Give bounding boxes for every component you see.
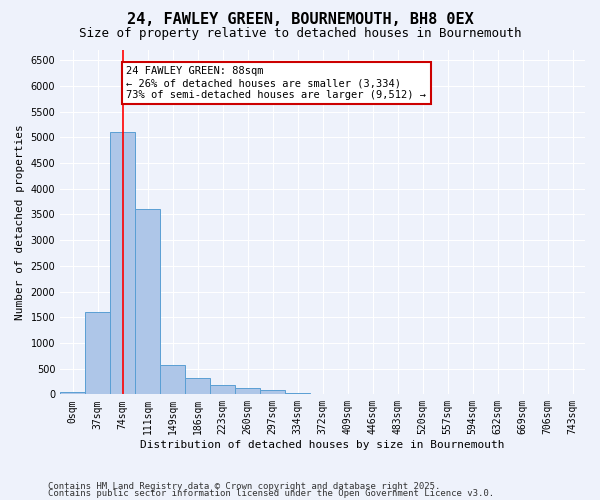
Text: Contains HM Land Registry data © Crown copyright and database right 2025.: Contains HM Land Registry data © Crown c… [48,482,440,491]
Text: 24, FAWLEY GREEN, BOURNEMOUTH, BH8 0EX: 24, FAWLEY GREEN, BOURNEMOUTH, BH8 0EX [127,12,473,28]
Bar [185,378,210,394]
Bar [85,312,110,394]
Bar [60,392,85,394]
Bar [235,388,260,394]
Y-axis label: Number of detached properties: Number of detached properties [15,124,25,320]
Bar [260,390,285,394]
Bar [135,210,160,394]
Bar [110,132,135,394]
Text: Contains public sector information licensed under the Open Government Licence v3: Contains public sector information licen… [48,490,494,498]
X-axis label: Distribution of detached houses by size in Bournemouth: Distribution of detached houses by size … [140,440,505,450]
Text: Size of property relative to detached houses in Bournemouth: Size of property relative to detached ho… [79,28,521,40]
Text: 24 FAWLEY GREEN: 88sqm
← 26% of detached houses are smaller (3,334)
73% of semi-: 24 FAWLEY GREEN: 88sqm ← 26% of detached… [127,66,427,100]
Bar [160,364,185,394]
Bar [285,393,310,394]
Bar [210,385,235,394]
